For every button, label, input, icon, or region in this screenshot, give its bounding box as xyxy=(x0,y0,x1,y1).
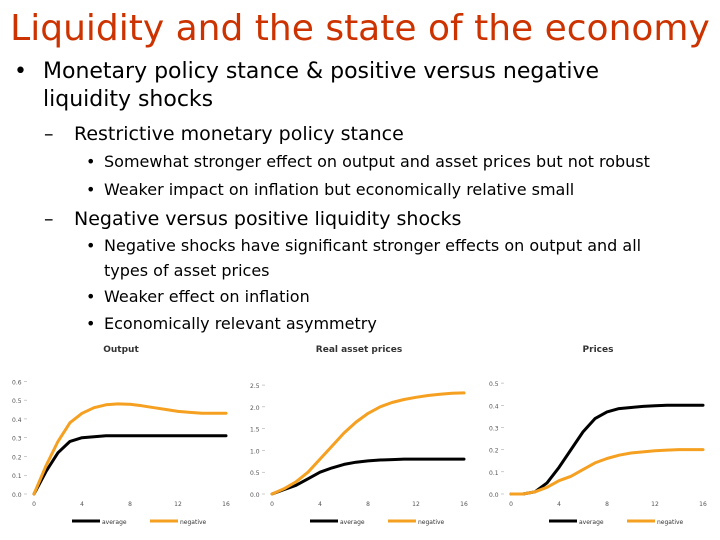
legend-label-average: average xyxy=(579,519,604,526)
legend-label-negative: negative xyxy=(418,519,445,526)
chart-title: Prices xyxy=(583,345,614,355)
x-tick-label: 8 xyxy=(366,501,370,508)
x-tick-label: 16 xyxy=(222,501,230,508)
series-line-negative xyxy=(509,448,705,496)
sub-bullet-marker: – xyxy=(44,208,54,230)
x-tick-label: 0 xyxy=(509,501,513,508)
x-tick-label: 12 xyxy=(651,501,659,508)
y-tick-label: 0.0 xyxy=(12,492,22,499)
series-line-average xyxy=(509,403,705,496)
x-tick-label: 8 xyxy=(128,501,132,508)
bullet-text-line2: liquidity shocks xyxy=(43,87,214,112)
x-tick-label: 12 xyxy=(412,501,420,508)
sub-item: Weaker effect on inflation xyxy=(104,287,310,306)
series-line-negative xyxy=(270,391,466,496)
y-tick-label: 0.5 xyxy=(12,398,22,405)
x-tick-label: 0 xyxy=(270,501,274,508)
legend-label-average: average xyxy=(340,519,365,526)
x-tick-label: 12 xyxy=(174,501,182,508)
dot-marker: • xyxy=(86,314,96,333)
y-tick-label: 0.4 xyxy=(12,417,22,424)
sub-bullet-marker: – xyxy=(44,123,54,145)
x-tick-label: 16 xyxy=(699,501,707,508)
series-line-average xyxy=(32,434,228,496)
sub-item: Weaker impact on inflation but economica… xyxy=(104,180,575,199)
y-tick-label: 0.4 xyxy=(489,403,499,410)
series-line-average xyxy=(270,457,466,496)
sub-bullet-restrictive: Restrictive monetary policy stance xyxy=(74,123,404,145)
y-tick-label: 0.5 xyxy=(250,470,260,477)
chart-output: Output 0.0 0.1 0.2 0.3 0.4 0.5 0.6 0 4 8 12 16 averag… xyxy=(12,345,230,526)
dot-marker: • xyxy=(86,287,96,306)
x-tick-label: 0 xyxy=(32,501,36,508)
sub-bullet-negative-positive: Negative versus positive liquidity shock… xyxy=(74,208,462,230)
x-tick-label: 8 xyxy=(605,501,609,508)
bullet-marker: • xyxy=(14,59,27,84)
dot-marker: • xyxy=(86,180,96,199)
y-tick-label: 0.0 xyxy=(489,492,499,499)
y-tick-label: 0.6 xyxy=(12,379,22,386)
sub-item: Negative shocks have significant stronge… xyxy=(104,236,642,255)
x-tick-label: 16 xyxy=(460,501,468,508)
x-tick-label: 4 xyxy=(557,501,561,508)
y-tick-label: 0.3 xyxy=(12,436,22,443)
bullet-text-line1: Monetary policy stance & positive versus… xyxy=(43,59,600,84)
chart-prices-panel: Prices 0.0 0.1 0.2 0.3 0.4 0.5 0 4 8 12 16 average ne… xyxy=(481,338,715,536)
sub-item: Somewhat stronger effect on output and a… xyxy=(104,152,650,171)
x-tick-label: 4 xyxy=(80,501,84,508)
y-tick-label: 0.1 xyxy=(489,470,499,477)
y-tick-label: 0.2 xyxy=(489,448,499,455)
legend-label-negative: negative xyxy=(180,519,207,526)
y-tick-label: 1.5 xyxy=(250,427,260,434)
y-tick-label: 0.3 xyxy=(489,425,499,432)
chart-output-panel: Output 0.0 0.1 0.2 0.3 0.4 0.5 0.6 0 4 8 12 16 averag… xyxy=(4,338,238,536)
y-tick-label: 1.0 xyxy=(250,448,260,455)
sub-item: Economically relevant asymmetry xyxy=(104,314,377,333)
sub-item-continued: types of asset prices xyxy=(104,261,270,280)
y-tick-label: 2.0 xyxy=(250,405,260,412)
x-tick-label: 4 xyxy=(318,501,322,508)
y-tick-label: 0.5 xyxy=(489,381,499,388)
y-tick-label: 0.2 xyxy=(12,454,22,461)
chart-title: Output xyxy=(103,345,139,355)
legend-label-negative: negative xyxy=(657,519,684,526)
chart-prices: Prices 0.0 0.1 0.2 0.3 0.4 0.5 0 4 8 12 16 average ne… xyxy=(489,345,707,526)
slide-title: Liquidity and the state of the economy xyxy=(10,8,710,49)
y-tick-label: 2.5 xyxy=(250,383,260,390)
chart-real-asset-prices: Real asset prices 0.0 0.5 1.0 1.5 2.0 2.5 0 4 8 12… xyxy=(250,345,468,526)
series-line-negative xyxy=(32,402,228,496)
chart-title: Real asset prices xyxy=(316,345,402,355)
dot-marker: • xyxy=(86,236,96,255)
chart-real-asset-prices-panel: Real asset prices 0.0 0.5 1.0 1.5 2.0 2.5 0 4 8 12… xyxy=(242,338,476,536)
legend-label-average: average xyxy=(102,519,127,526)
dot-marker: • xyxy=(86,152,96,171)
y-tick-label: 0.0 xyxy=(250,492,260,499)
y-tick-label: 0.1 xyxy=(12,473,22,480)
